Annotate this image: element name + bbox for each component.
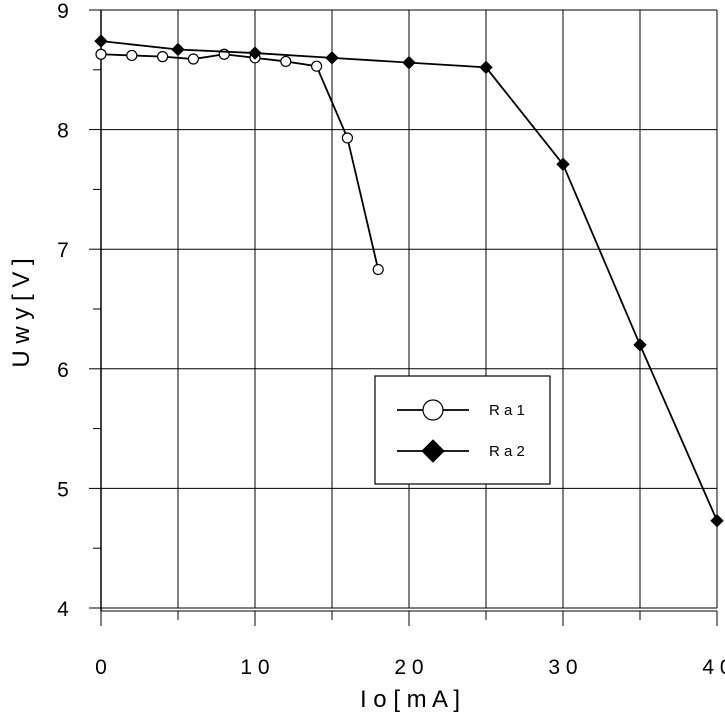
x-tick-label: 0 — [95, 656, 107, 679]
x-tick-label: 1 0 — [240, 656, 269, 679]
data-point-circle — [157, 51, 169, 63]
data-point-circle — [311, 60, 323, 72]
legend: R a 1 R a 2 — [374, 375, 551, 485]
series-line — [100, 53, 380, 270]
data-point-circle — [187, 53, 199, 65]
x-tick-label: 2 0 — [394, 656, 423, 679]
series-group — [94, 34, 724, 528]
data-point-diamond — [171, 42, 185, 57]
data-point-circle — [372, 263, 384, 276]
data-point-diamond — [248, 46, 262, 60]
y-axis-title: U w y [ V ] — [8, 258, 35, 367]
x-tick-label: 3 0 — [548, 656, 577, 679]
data-point-diamond — [710, 513, 724, 528]
y-tick-label: 8 — [57, 120, 69, 143]
data-point-diamond — [94, 34, 108, 48]
x-tick-label: 4 0 — [702, 656, 725, 679]
data-point-circle — [280, 55, 292, 68]
series-1 — [95, 48, 384, 276]
data-point-circle — [422, 399, 444, 421]
y-tick-label: 6 — [57, 359, 69, 382]
legend-label: R a 1 — [489, 402, 525, 419]
legend-label: R a 2 — [489, 443, 525, 460]
data-point-diamond — [556, 157, 570, 171]
x-axis-title: I o [ m A ] — [360, 686, 460, 713]
data-point-diamond — [325, 51, 339, 65]
data-point-circle — [126, 49, 138, 62]
data-point-diamond — [421, 439, 445, 463]
grid — [100, 9, 718, 609]
data-point-diamond — [633, 338, 647, 352]
y-tick-label: 9 — [57, 0, 69, 23]
y-tick-label: 5 — [57, 478, 69, 501]
data-point-circle — [95, 48, 107, 60]
series-2 — [94, 34, 724, 528]
data-point-diamond — [402, 55, 416, 70]
y-tick-label: 4 — [57, 598, 69, 621]
axes: 4 5 6 7 8 9 0 1 0 2 0 3 0 4 0 — [57, 0, 725, 679]
data-point-circle — [341, 132, 353, 144]
y-tick-label: 7 — [57, 239, 69, 262]
legend-entry: R a 1 — [397, 399, 525, 421]
legend-entry: R a 2 — [397, 439, 525, 463]
legend-box — [374, 375, 551, 485]
data-point-diamond — [479, 60, 493, 75]
